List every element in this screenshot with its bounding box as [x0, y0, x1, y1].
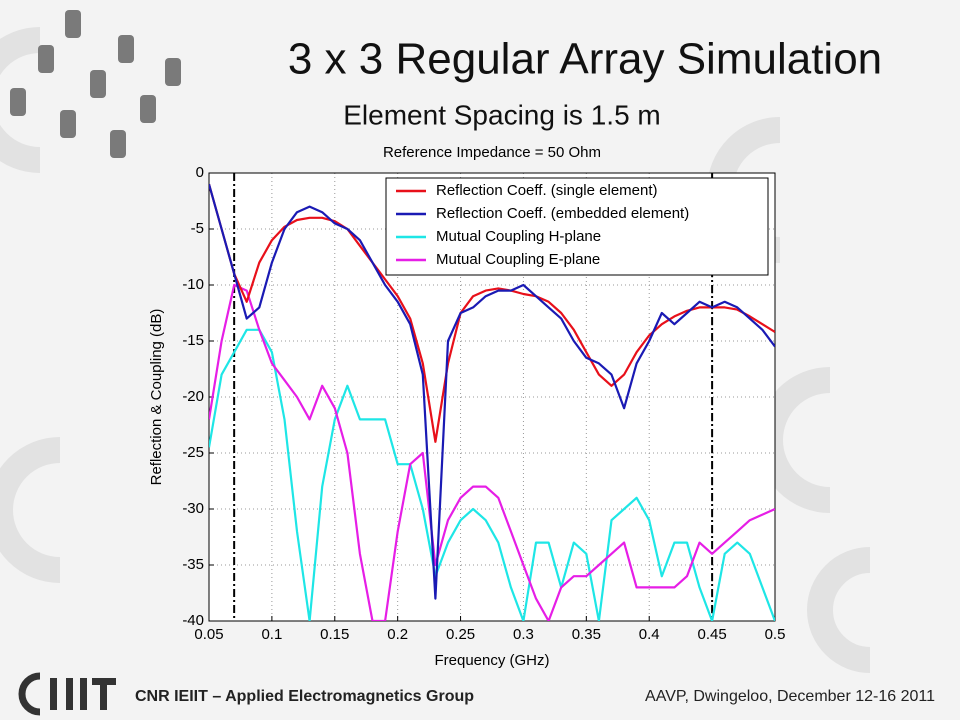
x-tick-label: 0.4 [639, 626, 660, 643]
plot-frame [208, 172, 776, 622]
series-line [209, 183, 775, 443]
legend-label: Mutual Coupling H-plane [436, 228, 601, 245]
x-axis-label: Frequency (GHz) [434, 652, 549, 669]
x-tick-label: 0.1 [261, 626, 282, 643]
legend-label: Reflection Coeff. (embedded element) [436, 205, 689, 222]
slide-title: 3 x 3 Regular Array Simulation [288, 35, 882, 84]
y-tick-label: -10 [182, 276, 204, 293]
x-tick-label: 0.05 [194, 626, 223, 643]
y-tick-label: -30 [182, 500, 204, 517]
x-tick-label: 0.2 [387, 626, 408, 643]
legend [385, 177, 769, 276]
y-tick-label: -40 [182, 612, 204, 629]
x-tick-label: 0.5 [765, 626, 786, 643]
chart-title: Reference Impedance = 50 Ohm [383, 144, 601, 161]
footer-left: CNR IEIIT – Applied Electromagnetics Gro… [135, 688, 474, 705]
legend-label: Mutual Coupling E-plane [436, 251, 600, 268]
y-tick-label: 0 [196, 164, 204, 181]
legend-label: Reflection Coeff. (single element) [436, 182, 658, 199]
x-tick-label: 0.25 [446, 626, 475, 643]
series-line [209, 283, 775, 621]
y-axis-label: Reflection & Coupling (dB) [148, 309, 165, 486]
y-tick-label: -15 [182, 332, 204, 349]
logo [18, 672, 116, 716]
series-line [209, 183, 775, 600]
y-tick-label: -5 [191, 220, 204, 237]
array-icon [10, 10, 181, 158]
footer-right: AAVP, Dwingeloo, December 12-16 2011 [645, 688, 935, 705]
slide-subtitle: Element Spacing is 1.5 m [343, 99, 661, 130]
series-line [209, 328, 775, 621]
x-tick-label: 0.35 [572, 626, 601, 643]
x-tick-label: 0.15 [320, 626, 349, 643]
x-tick-label: 0.45 [698, 626, 727, 643]
y-tick-label: -35 [182, 556, 204, 573]
x-tick-label: 0.3 [513, 626, 534, 643]
plot: 0.05 0.1 0.15 0.2 0.25 0.3 0.35 0.4 0.45 0.5 0 -5 -1… [182, 164, 785, 643]
y-tick-label: -25 [182, 444, 204, 461]
y-tick-label: -20 [182, 388, 204, 405]
